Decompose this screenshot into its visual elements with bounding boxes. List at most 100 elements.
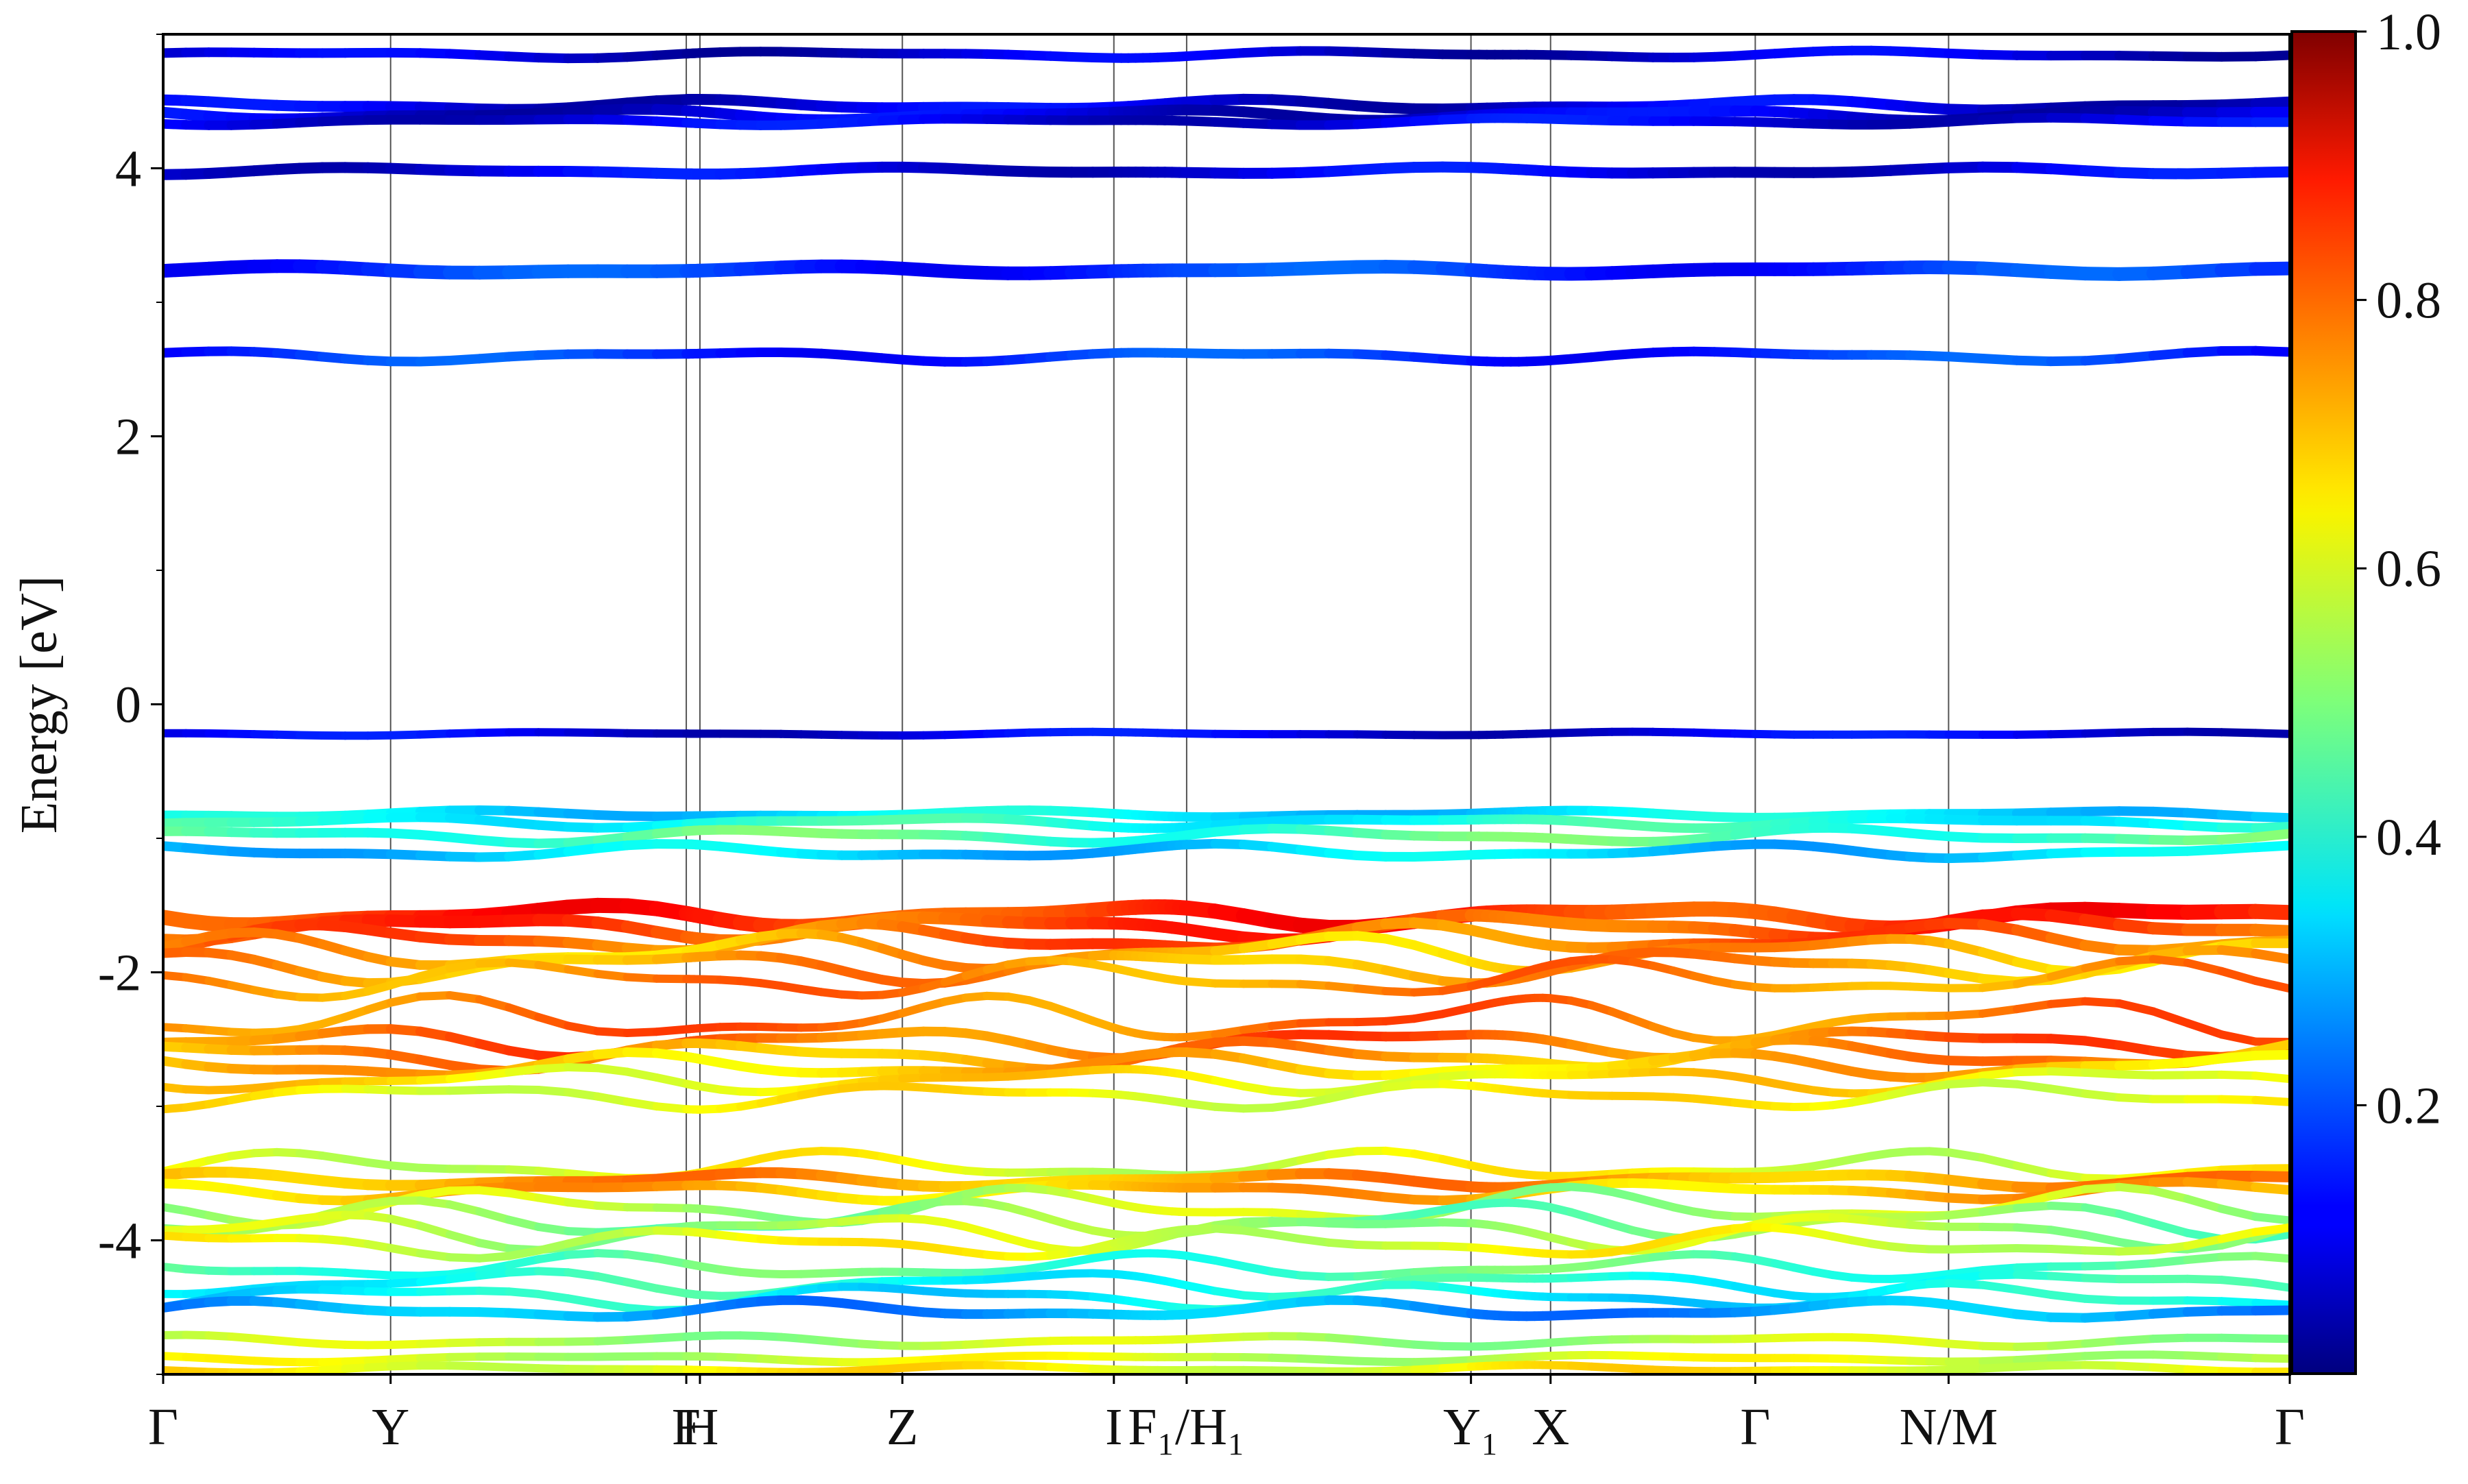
band-segment [538,1227,568,1231]
band-line [163,51,2290,58]
band-segment [2255,930,2290,932]
band-segment [538,1368,568,1369]
band-segment [2153,851,2188,852]
band-segment [2153,1051,2188,1056]
band-segment [1187,1338,1215,1339]
band-segment [1442,1159,1471,1165]
band-segment [1357,1274,1386,1276]
band-segment [598,1206,627,1207]
band-segment [2153,823,2188,825]
band-segment [2255,827,2290,828]
colorbar-tick-label: 1.0 [2376,3,2441,61]
band-segment [509,1271,538,1272]
band-segment [2153,56,2188,57]
band-segment [2153,1012,2188,1023]
band-line [163,844,2290,858]
band-segment [2017,1004,2051,1009]
band-segment [1272,1091,1300,1093]
band-segment [2119,1045,2153,1051]
band-line [163,1187,2290,1226]
x-tick-label: Γ [148,1398,178,1456]
band-segment [2188,1279,2222,1280]
band-segment [1442,1008,1471,1014]
band-segment [2153,1191,2188,1199]
band-segment [1386,991,1414,993]
band-line [163,1335,2290,1347]
band-segment [2085,119,2119,120]
band-segment [1983,1072,2017,1075]
band-segment [1272,1213,1300,1214]
band-segment [2119,1003,2153,1012]
band-segment [2153,1312,2188,1314]
band-segment [2188,1370,2222,1371]
band-segment [2188,963,2222,971]
band-segment [1187,982,1215,984]
band-segment [2255,1100,2290,1102]
band-segment [479,1073,509,1076]
band-segment [568,1231,598,1232]
band-segment [2119,1263,2153,1265]
band-segment [2255,102,2290,104]
band-segment [2222,56,2256,57]
band-segment [2085,820,2119,821]
band-segment [2085,358,2119,361]
band-segment [391,1248,420,1254]
band-segment [1948,1014,1983,1016]
band-segment [2255,1168,2290,1169]
band-segment [2119,732,2153,733]
y-tick-label: 4 [115,141,141,198]
band-segment [2255,834,2290,837]
band-segment [1357,1021,1386,1022]
band-segment [1215,1030,1244,1034]
band-segment [509,1251,538,1256]
band-segment [627,1102,657,1106]
band-segment [1983,1199,2017,1200]
bands [163,51,2290,1373]
band-segment [598,1068,627,1071]
band-segment [2222,1056,2256,1059]
band-segment [1215,1291,1244,1296]
band-segment [479,1243,509,1248]
band-segment [479,1273,509,1276]
colorbar-tick-label: 0.2 [2376,1077,2441,1134]
band-segment [479,1089,509,1090]
band-segment [2188,826,2222,828]
band-segment [2119,959,2153,961]
band-segment [2119,1366,2153,1367]
band-segment [1983,855,2017,857]
band-segment [2085,838,2119,839]
band-segment [479,1366,509,1367]
band-segment [2017,1314,2051,1317]
band-segment [1983,55,2017,56]
band-segment [450,1365,479,1366]
band-segment [1983,358,2017,361]
band-segment [2085,1278,2119,1280]
band-segment [509,962,538,965]
colorbar-gradient [2292,32,2356,1374]
band-segment [420,1226,450,1234]
band-segment [2188,1356,2222,1357]
band-segment [1948,1082,1983,1084]
band-segment [391,1344,420,1345]
band-segment [2153,1224,2188,1233]
band-segment [1215,1228,1244,1230]
band-segment [1948,973,1983,979]
band-segment [1983,1158,2017,1166]
band-line [163,266,2290,274]
band-segment [1414,1368,1443,1370]
band-segment [1983,1082,2017,1084]
band-segment [2017,1206,2051,1208]
band-segment [1442,1222,1471,1223]
band-segment [1414,1154,1443,1159]
band-segment [1414,1285,1443,1287]
band-segment [1983,1275,2017,1276]
band-segment [2255,1187,2290,1190]
band-segment [568,969,598,974]
band-segment [1948,857,1983,858]
band-segment [2051,1060,2085,1062]
band-segment [2017,1228,2051,1230]
band-segment [2085,1341,2119,1343]
band-segment [538,1067,568,1069]
band-segment [509,1169,538,1171]
band-segment [2222,1371,2256,1372]
